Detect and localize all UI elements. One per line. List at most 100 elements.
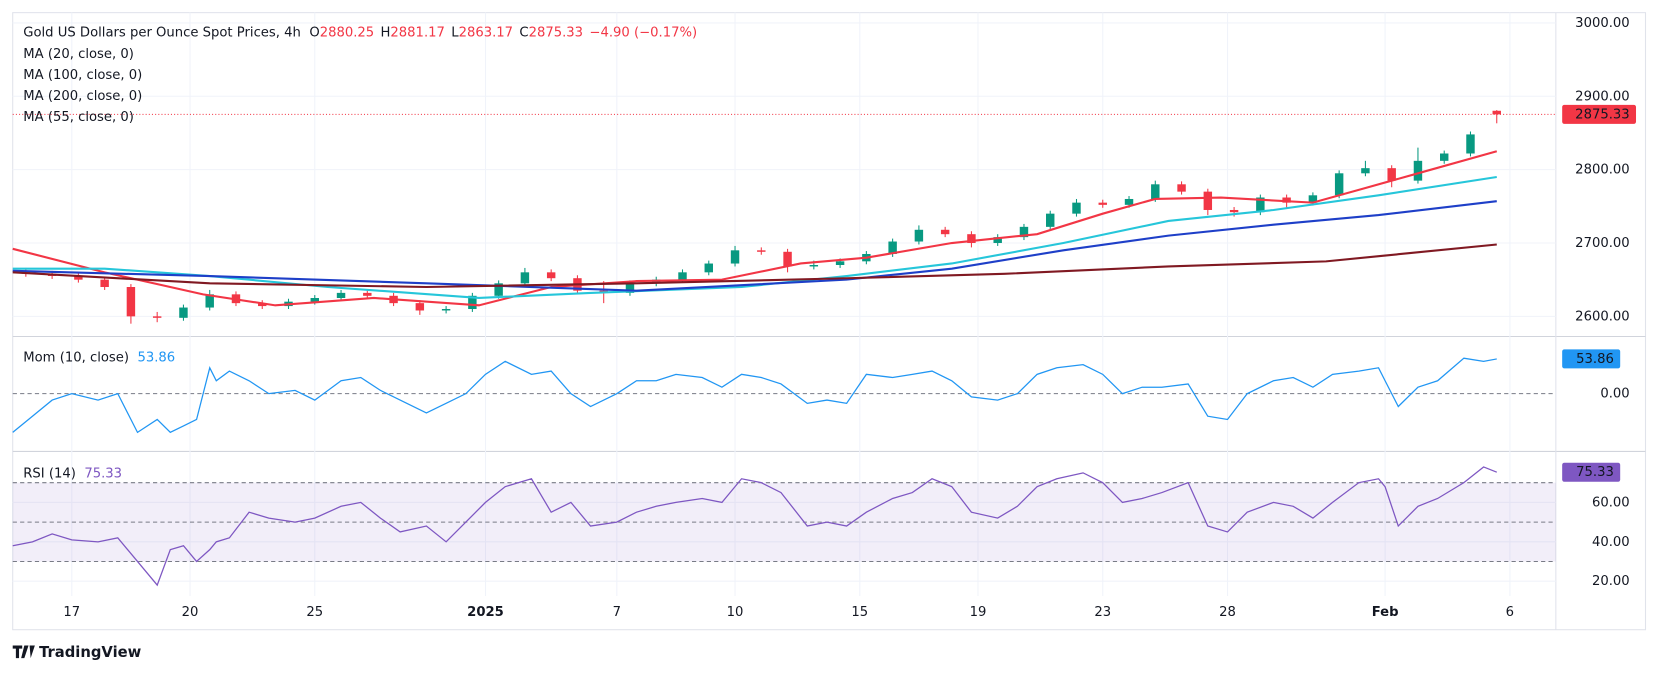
legend-entry: MA (100, close, 0) xyxy=(23,68,142,83)
candle-body xyxy=(179,307,188,318)
candle-body xyxy=(1282,197,1291,203)
candle-body xyxy=(993,237,1002,243)
candle-body xyxy=(152,316,162,318)
candle-body xyxy=(1256,197,1265,213)
y-tick-label: 2600.00 xyxy=(1575,309,1629,324)
candle-body xyxy=(1177,184,1186,192)
candle-body xyxy=(494,283,503,296)
candle-body xyxy=(625,283,635,293)
mark-layer xyxy=(12,104,1637,587)
legend-entry: MA (20, close, 0) xyxy=(23,47,134,62)
last-price-label: 2875.33 xyxy=(1575,107,1629,122)
x-tick-label: 25 xyxy=(306,605,323,620)
ma-line xyxy=(12,200,1497,292)
candle-body xyxy=(1492,110,1501,115)
candle-body xyxy=(1361,168,1370,174)
ohlc-value: 2863.17 xyxy=(459,26,513,41)
y-tick-label: 20.00 xyxy=(1592,574,1630,589)
indicator-tag-label: 75.33 xyxy=(1576,465,1614,480)
candle-body xyxy=(678,272,687,280)
candle-body xyxy=(546,272,556,279)
candle-body xyxy=(757,250,766,252)
ohlc-label: C xyxy=(519,26,528,41)
indicator-tag-label: 53.86 xyxy=(1576,352,1614,367)
candle-body xyxy=(783,251,792,267)
y-tick-label: 60.00 xyxy=(1592,495,1630,510)
candle-body xyxy=(205,294,214,308)
candle-body xyxy=(310,298,319,302)
logo: TradingView xyxy=(12,644,142,661)
header: Gold US Dollars per Ounce Spot Prices, 4… xyxy=(23,26,697,41)
x-tick-label: 10 xyxy=(727,605,744,620)
candle-body xyxy=(441,309,451,311)
indicator-title: Mom (10, close) xyxy=(23,351,129,366)
x-tick-label: 15 xyxy=(851,605,868,620)
y-tick-label: 2900.00 xyxy=(1575,89,1629,104)
logo-icon xyxy=(12,645,35,659)
ma-line xyxy=(12,150,1498,307)
text-layer: 2600.00 2700.00 2800.00 2900.00 3000.00 MA (2… xyxy=(23,16,1629,620)
y-tick-label: 0.00 xyxy=(1600,387,1629,402)
legend-entry: MA (200, close, 0) xyxy=(23,89,142,104)
candle-body xyxy=(1151,184,1160,199)
chart-title: Gold US Dollars per Ounce Spot Prices, 4… xyxy=(23,26,301,41)
candle-body xyxy=(730,250,740,264)
candle-body xyxy=(1229,209,1239,213)
ohlc-value: 2881.17 xyxy=(390,26,444,41)
candle-body xyxy=(1439,153,1449,161)
ohlc-label: O xyxy=(309,26,319,41)
candle-body xyxy=(468,295,477,310)
x-tick-label: 17 xyxy=(63,605,80,620)
indicator-tag xyxy=(1562,462,1621,482)
candle-body xyxy=(967,234,976,243)
x-tick-label: 23 xyxy=(1094,605,1111,620)
x-tick-label: 19 xyxy=(970,605,987,620)
ohlc-value: 2880.25 xyxy=(320,26,374,41)
candle-body xyxy=(100,279,109,288)
x-tick-label: 2025 xyxy=(467,605,504,620)
candle-body xyxy=(835,261,845,265)
ohlc-label: H xyxy=(381,26,391,41)
candle-body xyxy=(1019,226,1029,238)
candle-body xyxy=(336,292,346,299)
legend-entry: MA (55, close, 0) xyxy=(23,110,134,125)
candle-body xyxy=(1334,173,1344,196)
candle-body xyxy=(1387,168,1396,181)
candle-body xyxy=(74,276,83,280)
candle-body xyxy=(888,241,897,254)
y-tick-label: 3000.00 xyxy=(1575,16,1629,31)
indicator-tag xyxy=(1562,349,1621,369)
x-tick-label: 7 xyxy=(613,605,621,620)
candle-body xyxy=(1308,195,1318,203)
ma-line xyxy=(12,243,1497,289)
candle-body xyxy=(704,263,713,273)
y-tick-label: 2800.00 xyxy=(1575,163,1629,178)
ohlc-value: 2875.33 xyxy=(529,26,583,41)
y-tick-label: 2700.00 xyxy=(1575,236,1629,251)
indicator-value: 75.33 xyxy=(84,467,122,482)
x-tick-label: 20 xyxy=(182,605,199,620)
indicator-line xyxy=(12,357,1497,434)
chart-frame xyxy=(12,12,1647,631)
brand: TradingView xyxy=(39,644,142,661)
ohlc-label: L xyxy=(451,26,459,41)
candle-body xyxy=(520,272,530,284)
candle-body xyxy=(363,292,372,296)
indicator-title: RSI (14) xyxy=(23,467,76,482)
candle-body xyxy=(1203,191,1213,210)
candle-body xyxy=(1072,202,1081,214)
candle-body xyxy=(1466,134,1475,154)
last-price-tag xyxy=(1562,104,1637,124)
indicator-value: 53.86 xyxy=(137,351,175,366)
x-tick-label: 28 xyxy=(1219,605,1236,620)
candle-body xyxy=(1413,160,1423,181)
candle-body xyxy=(940,229,950,235)
indicator-label: Mom (10, close) 53.86 xyxy=(23,351,175,366)
candle-body xyxy=(415,303,425,311)
candle-body xyxy=(1124,198,1134,205)
candle-body xyxy=(1098,202,1107,205)
x-tick-label: Feb xyxy=(1372,605,1399,620)
candle-body xyxy=(809,264,819,267)
candle-body xyxy=(914,229,924,242)
